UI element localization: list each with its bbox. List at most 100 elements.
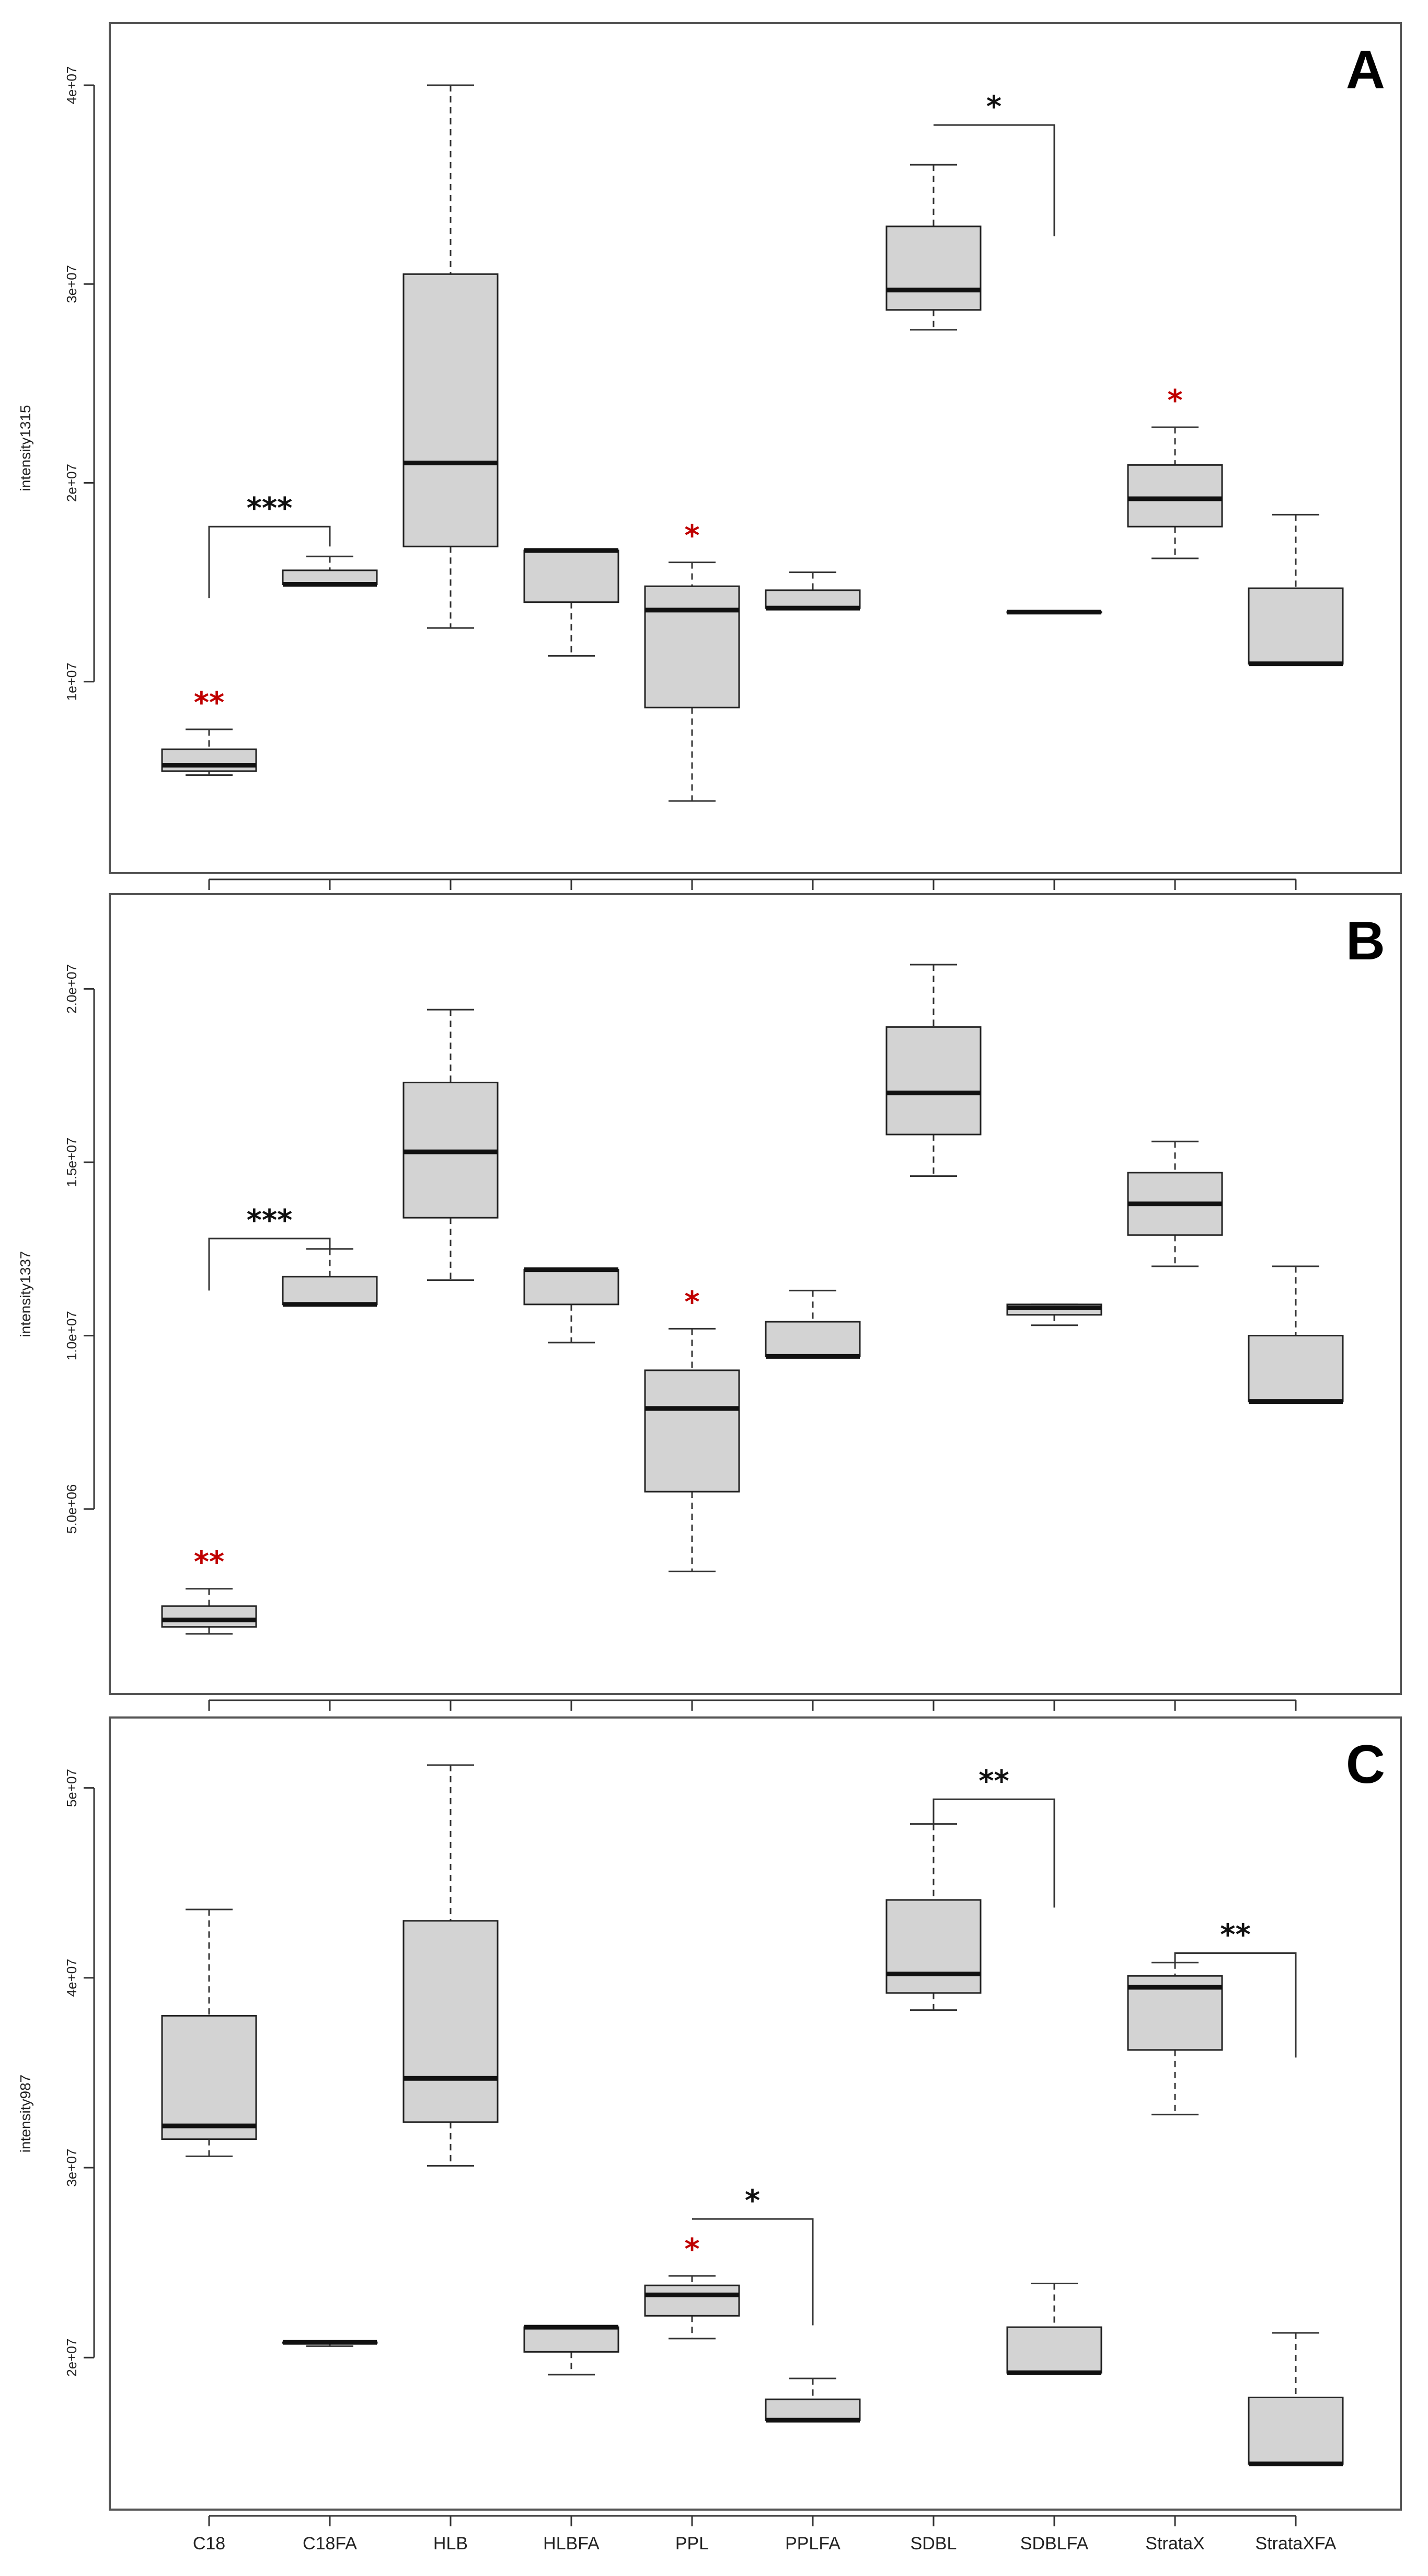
box-sdbl [885,964,982,1177]
comparison-bracket [692,2218,814,2326]
y-tick-label: 3e+07 [64,265,79,303]
red-significance-mark: * [684,2232,699,2266]
box-pplfa [765,2377,861,2423]
iqr-box [765,589,861,609]
panel-letter: A [1346,40,1385,100]
y-axis-label: intensity1315 [17,405,33,491]
red-significance-mark: * [1167,384,1182,418]
bracket-significance-label: * [986,90,1001,124]
box-sdblfa [1006,610,1102,615]
x-tick-label: C18 [193,2534,225,2554]
comparison-bracket [208,1238,331,1291]
y-axis-label: intensity1337 [17,1251,33,1337]
panel-letter: C [1346,1734,1385,1795]
x-tick-label: HLB [433,2534,468,2554]
y-tick-label: 1.0e+07 [64,1311,79,1360]
x-tick-label: SDBL [911,2534,957,2554]
bracket-significance-label: * [745,2184,760,2218]
iqr-box [402,273,499,547]
iqr-box [644,585,740,708]
comparison-bracket [208,525,331,599]
box-hlbfa [523,1267,619,1344]
box-c18 [161,1908,257,2157]
bracket-significance-label: *** [247,1204,293,1238]
box-sdblfa [1006,1303,1102,1326]
y-tick-label: 2.0e+07 [64,964,79,1014]
box-hlb [402,84,499,629]
box-stratax [1127,426,1223,559]
iqr-box [885,1026,982,1136]
x-tick-label: StrataXFA [1256,2534,1337,2554]
comparison-bracket [1174,1952,1297,2058]
panel-c: 2e+07 3e+07 4e+07 5e+07 intensity987 C18 C18FA… [17,1716,1402,2554]
iqr-box [523,549,619,603]
box-sdbl [885,164,982,331]
y-tick-label: 4e+07 [64,1959,79,1997]
box-strataxfa [1248,1265,1344,1404]
bracket-significance-label: ** [978,1764,1009,1798]
box-c18fa [282,2340,378,2347]
box-c18fa [282,555,378,587]
box-strataxfa [1248,2332,1344,2467]
box-ppl [644,562,740,802]
y-tick-label: 5.0e+06 [64,1484,79,1534]
box-ppl [644,2275,740,2340]
x-tick-label: StrataX [1145,2534,1204,2554]
x-tick-label: PPLFA [785,2534,840,2554]
iqr-box [644,1369,740,1493]
red-significance-mark: * [684,1285,699,1319]
red-significance-mark: * [684,519,699,553]
iqr-box [523,2326,619,2353]
iqr-box [402,1920,499,2123]
box-pplfa [765,1289,861,1359]
box-c18 [161,1588,257,1635]
y-tick-label: 2e+07 [64,464,79,502]
box-sdbl [885,1823,982,2011]
iqr-box [523,1269,619,1306]
box-stratax [1127,1962,1223,2115]
box-stratax [1127,1140,1223,1267]
plot-frame [109,1716,1402,2511]
box-hlb [402,1764,499,2167]
iqr-box [1006,2326,1102,2374]
plot-frame [109,893,1402,1695]
box-c18fa [282,1248,378,1307]
x-tick-label: HLBFA [543,2534,600,2554]
iqr-box [161,1605,257,1628]
y-tick-label: 4e+07 [64,66,79,105]
x-tick-label: SDBLFA [1020,2534,1089,2554]
box-hlbfa [523,2325,619,2376]
iqr-box [1248,587,1344,665]
box-strataxfa [1248,513,1344,667]
red-significance-mark: ** [194,686,225,720]
box-ppl [644,1327,740,1573]
x-tick-label: C18FA [303,2534,357,2554]
box-c18 [161,728,257,776]
iqr-box [161,748,257,772]
iqr-box [1248,1335,1344,1403]
y-tick-label: 5e+07 [64,1769,79,1807]
iqr-box [282,1276,378,1306]
iqr-box [765,1321,861,1357]
y-tick-label: 2e+07 [64,2339,79,2377]
iqr-box [885,1899,982,1994]
y-tick-label: 1e+07 [64,662,79,701]
y-tick-label: 3e+07 [64,2148,79,2186]
box-hlb [402,1009,499,1281]
panel-a: 1e+072e+073e+074e+07intensity1315*******… [17,22,1402,890]
y-tick-label: 1.5e+07 [64,1138,79,1187]
box-hlbfa [523,548,619,657]
panel-b: 5.0e+06 1.0e+07 1.5e+07 2.0e+07 intensity133… [17,893,1402,1711]
y-axis-label: intensity987 [17,2075,33,2153]
bracket-significance-label: ** [1220,1918,1251,1952]
box-pplfa [765,571,861,611]
comparison-bracket [932,1798,1055,1908]
x-tick-label: PPL [675,2534,709,2554]
iqr-box [161,2014,257,2140]
box-sdblfa [1006,2283,1102,2375]
iqr-box [1248,2396,1344,2465]
iqr-box [885,225,982,311]
iqr-box [1127,464,1223,528]
plot-frame [109,22,1402,874]
